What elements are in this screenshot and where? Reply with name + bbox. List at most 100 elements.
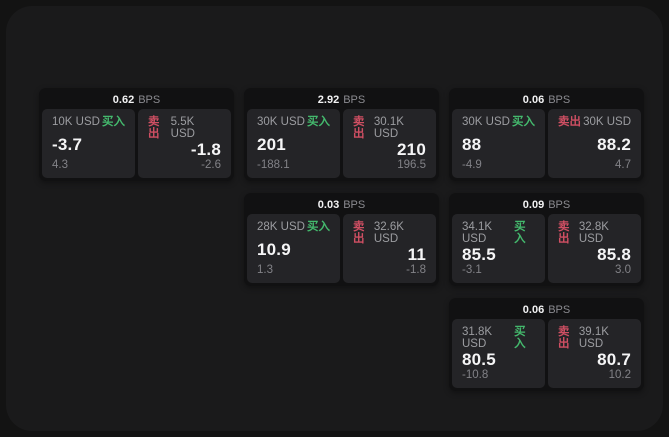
quote-tiles: 28K USD 买入 10.9 1.3 卖出 32.6K USD 11 -1.8 <box>247 214 436 283</box>
sell-price: 88.2 <box>597 134 631 154</box>
buy-side-label: 买入 <box>514 221 526 245</box>
buy-tile[interactable]: 30K USD 买入 88 -4.9 <box>452 109 545 178</box>
bps-header: 0.62 BPS <box>42 91 231 109</box>
bps-value: 0.09 <box>522 199 545 211</box>
buy-size: 30K USD <box>257 116 305 128</box>
buy-size: 34.1K USD <box>462 221 493 245</box>
buy-side-label: 买入 <box>512 116 535 128</box>
sell-size: 30K USD <box>583 116 631 128</box>
sell-price: 80.7 <box>597 350 631 370</box>
buy-delta: -188.1 <box>257 158 290 171</box>
buy-delta: -4.9 <box>462 158 482 171</box>
quote-card: 0.03 BPS 28K USD 买入 10.9 1.3 卖出 <box>244 193 439 286</box>
bps-value: 2.92 <box>317 94 340 106</box>
sell-tile-header: 卖出 30.1K USD <box>353 116 426 140</box>
sell-tile[interactable]: 卖出 30K USD 88.2 4.7 <box>548 109 641 178</box>
buy-tile-header: 28K USD 买入 <box>257 221 330 234</box>
sell-side-label: 卖出 <box>148 116 160 140</box>
quote-card: 0.06 BPS 31.8K USD 买入 80.5 -10.8 卖 <box>449 298 644 391</box>
sell-delta: 10.2 <box>608 368 631 381</box>
bps-value: 0.62 <box>112 94 135 106</box>
buy-size: 10K USD <box>52 116 100 128</box>
sell-size: 30.1K USD <box>373 116 404 140</box>
buy-tile[interactable]: 28K USD 买入 10.9 1.3 <box>247 214 340 283</box>
buy-price: 201 <box>257 134 286 154</box>
sell-tile[interactable]: 卖出 39.1K USD 80.7 10.2 <box>548 319 641 388</box>
sell-tile-header: 卖出 32.8K USD <box>558 221 631 245</box>
buy-delta: 4.3 <box>52 158 68 171</box>
bps-value: 0.03 <box>317 199 340 211</box>
buy-tile-header: 30K USD 买入 <box>257 116 330 129</box>
quote-tiles: 31.8K USD 买入 80.5 -10.8 卖出 39.1K USD 80.… <box>452 319 641 388</box>
quote-tiles: 30K USD 买入 88 -4.9 卖出 30K USD 88.2 4.7 <box>452 109 641 178</box>
buy-tile[interactable]: 10K USD 买入 -3.7 4.3 <box>42 109 135 178</box>
quote-card: 0.09 BPS 34.1K USD 买入 85.5 -3.1 卖出 <box>449 193 644 286</box>
quote-tiles: 34.1K USD 买入 85.5 -3.1 卖出 32.8K USD 85.8… <box>452 214 641 283</box>
buy-tile-header: 10K USD 买入 <box>52 116 125 129</box>
sell-tile[interactable]: 卖出 32.8K USD 85.8 3.0 <box>548 214 641 283</box>
sell-size: 32.8K USD <box>578 221 609 245</box>
buy-tile[interactable]: 30K USD 买入 201 -188.1 <box>247 109 340 178</box>
bps-unit-label: BPS <box>548 304 571 316</box>
sell-delta: -1.8 <box>406 263 426 276</box>
sell-tile[interactable]: 卖出 32.6K USD 11 -1.8 <box>343 214 436 283</box>
sell-tile[interactable]: 卖出 5.5K USD -1.8 -2.6 <box>138 109 231 178</box>
buy-side-label: 买入 <box>102 116 125 128</box>
quote-card: 2.92 BPS 30K USD 买入 201 -188.1 卖出 <box>244 88 439 181</box>
buy-side-label: 买入 <box>307 221 330 233</box>
buy-size: 28K USD <box>257 221 305 233</box>
quote-tiles: 30K USD 买入 201 -188.1 卖出 30.1K USD 210 1… <box>247 109 436 178</box>
buy-side-label: 买入 <box>514 326 526 350</box>
sell-delta: 4.7 <box>615 158 631 171</box>
sell-tile-header: 卖出 39.1K USD <box>558 326 631 350</box>
bps-unit-label: BPS <box>548 199 571 211</box>
sell-tile[interactable]: 卖出 30.1K USD 210 196.5 <box>343 109 436 178</box>
sell-tile-header: 卖出 32.6K USD <box>353 221 426 245</box>
bps-header: 0.06 BPS <box>452 91 641 109</box>
buy-tile-header: 31.8K USD 买入 <box>462 326 535 350</box>
bps-header: 2.92 BPS <box>247 91 436 109</box>
sell-side-label: 卖出 <box>353 221 365 245</box>
buy-side-label: 买入 <box>307 116 330 128</box>
sell-delta: -2.6 <box>201 158 221 171</box>
quote-card: 0.62 BPS 10K USD 买入 -3.7 4.3 卖出 <box>39 88 234 181</box>
buy-delta: -3.1 <box>462 263 482 276</box>
buy-tile-header: 34.1K USD 买入 <box>462 221 535 245</box>
bps-value: 0.06 <box>522 304 545 316</box>
bps-header: 0.09 BPS <box>452 196 641 214</box>
sell-side-label: 卖出 <box>558 116 581 128</box>
sell-delta: 196.5 <box>397 158 426 171</box>
sell-side-label: 卖出 <box>558 221 570 245</box>
quote-card: 0.06 BPS 30K USD 买入 88 -4.9 卖出 <box>449 88 644 181</box>
quote-tiles: 10K USD 买入 -3.7 4.3 卖出 5.5K USD -1.8 -2.… <box>42 109 231 178</box>
sell-size: 32.6K USD <box>373 221 404 245</box>
sell-price: 11 <box>407 245 426 265</box>
buy-price: 88 <box>462 134 482 154</box>
bps-header: 0.03 BPS <box>247 196 436 214</box>
quote-card-grid: 0.62 BPS 10K USD 买入 -3.7 4.3 卖出 <box>39 88 644 391</box>
quotes-panel: 0.62 BPS 10K USD 买入 -3.7 4.3 卖出 <box>6 6 663 431</box>
buy-tile[interactable]: 34.1K USD 买入 85.5 -3.1 <box>452 214 545 283</box>
buy-price: 10.9 <box>257 239 291 259</box>
sell-price: 210 <box>397 140 426 160</box>
sell-size: 39.1K USD <box>578 326 609 350</box>
bps-unit-label: BPS <box>343 199 366 211</box>
sell-tile-header: 卖出 30K USD <box>558 116 631 129</box>
bps-header: 0.06 BPS <box>452 301 641 319</box>
buy-delta: 1.3 <box>257 263 273 276</box>
buy-delta: -10.8 <box>462 368 489 381</box>
bps-unit-label: BPS <box>548 94 571 106</box>
sell-price: -1.8 <box>190 140 221 160</box>
bps-unit-label: BPS <box>343 94 366 106</box>
buy-price: 80.5 <box>462 350 496 370</box>
buy-tile[interactable]: 31.8K USD 买入 80.5 -10.8 <box>452 319 545 388</box>
sell-size: 5.5K USD <box>170 116 195 140</box>
buy-price: -3.7 <box>52 134 83 154</box>
buy-size: 31.8K USD <box>462 326 493 350</box>
buy-price: 85.5 <box>462 245 496 265</box>
buy-size: 30K USD <box>462 116 510 128</box>
sell-price: 85.8 <box>597 245 631 265</box>
bps-value: 0.06 <box>522 94 545 106</box>
sell-delta: 3.0 <box>615 263 631 276</box>
